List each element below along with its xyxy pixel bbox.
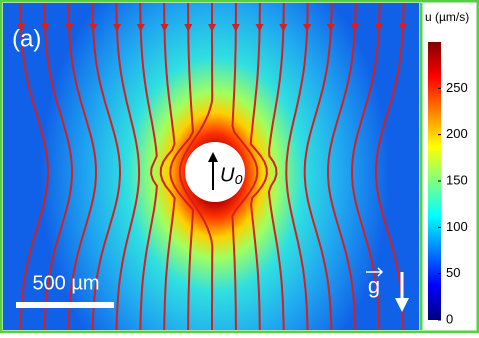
colorbar-tick-label: 150 bbox=[446, 172, 468, 187]
scale-bar bbox=[16, 302, 114, 308]
colorbar-tick-label: 0 bbox=[446, 311, 453, 326]
colorbar-tick-label: 200 bbox=[446, 126, 468, 141]
colorbar-tick-label: 50 bbox=[446, 265, 460, 280]
panel-label: (a) bbox=[12, 25, 41, 52]
colorbar-tick-label: 100 bbox=[446, 219, 468, 234]
sphere-label: U₀ bbox=[220, 164, 243, 186]
colorbar-tick-label: 250 bbox=[446, 80, 468, 95]
colorbar-label: u (µm/s) bbox=[425, 10, 469, 24]
gravity-label: g bbox=[368, 273, 380, 298]
scale-bar-label: 500 µm bbox=[32, 272, 99, 294]
figure: U₀ (a) 500 µm g u (µm/s) 0 50 100 150 200 250 bbox=[0, 0, 479, 333]
